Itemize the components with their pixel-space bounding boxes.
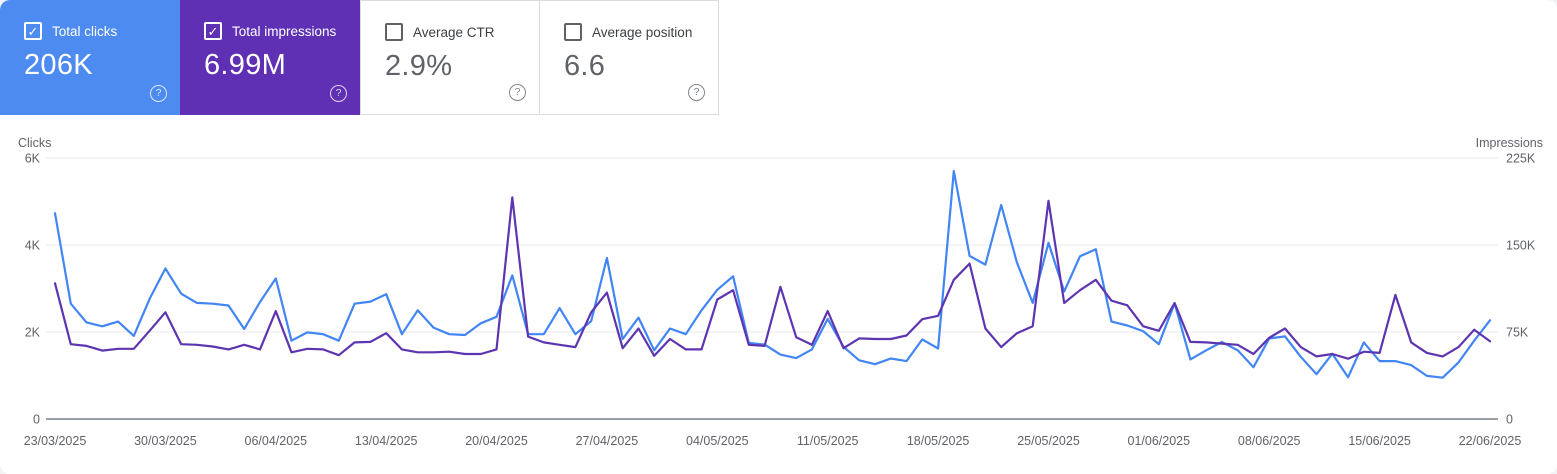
- card-label: Total impressions: [232, 23, 337, 39]
- x-axis-date-label: 04/05/2025: [686, 434, 749, 448]
- checkbox-icon[interactable]: ✓: [204, 22, 222, 40]
- checkbox-icon[interactable]: ✓: [24, 22, 42, 40]
- total-clicks-line: [53, 170, 1492, 379]
- x-axis-date-label: 22/06/2025: [1459, 434, 1522, 448]
- left-axis-tick-label: 2K: [25, 326, 41, 340]
- metric-card-total-impressions[interactable]: ✓ Total impressions 6.99M ?: [180, 0, 360, 115]
- card-label: Total clicks: [52, 23, 118, 39]
- right-axis-tick-label: 150K: [1506, 239, 1536, 253]
- right-axis-tick-label: 225K: [1506, 152, 1536, 166]
- card-header: Average CTR: [385, 23, 539, 41]
- x-axis-date-label: 30/03/2025: [134, 434, 197, 448]
- x-axis-date-label: 08/06/2025: [1238, 434, 1301, 448]
- card-header: ✓ Total clicks: [24, 22, 180, 40]
- metric-card-total-clicks[interactable]: ✓ Total clicks 206K ?: [0, 0, 180, 115]
- help-icon[interactable]: ?: [688, 84, 705, 101]
- x-axis-date-label: 23/03/2025: [24, 434, 87, 448]
- card-value: 206K: [24, 49, 93, 81]
- help-icon[interactable]: ?: [330, 85, 347, 102]
- card-value: 2.9%: [385, 50, 453, 82]
- metric-card-average-position[interactable]: Average position 6.6 ?: [539, 0, 719, 115]
- card-header: ✓ Total impressions: [204, 22, 360, 40]
- card-label: Average position: [592, 24, 693, 40]
- checkbox-icon[interactable]: [564, 23, 582, 41]
- x-axis-date-label: 11/05/2025: [797, 434, 859, 448]
- x-axis-date-label: 20/04/2025: [465, 434, 528, 448]
- checkbox-icon[interactable]: [385, 23, 403, 41]
- help-icon[interactable]: ?: [150, 85, 167, 102]
- card-header: Average position: [564, 23, 718, 41]
- x-axis-date-label: 13/04/2025: [355, 434, 418, 448]
- help-icon[interactable]: ?: [509, 84, 526, 101]
- card-label: Average CTR: [413, 24, 495, 40]
- left-axis-title: Clicks: [18, 136, 51, 150]
- left-axis-tick-label: 0: [33, 413, 40, 427]
- x-axis-date-label: 06/04/2025: [245, 434, 308, 448]
- left-axis-tick-label: 4K: [25, 239, 41, 253]
- metric-card-average-ctr[interactable]: Average CTR 2.9% ?: [360, 0, 540, 115]
- x-axis-date-label: 18/05/2025: [907, 434, 970, 448]
- x-axis-date-label: 27/04/2025: [576, 434, 639, 448]
- x-axis-date-label: 25/05/2025: [1017, 434, 1080, 448]
- card-value: 6.99M: [204, 49, 287, 81]
- right-axis-title: Impressions: [1476, 136, 1543, 150]
- left-axis-tick-label: 6K: [25, 152, 41, 166]
- total-impressions-line: [53, 196, 1492, 360]
- right-axis-tick-label: 0: [1506, 413, 1513, 427]
- metric-cards: ✓ Total clicks 206K ? ✓ Total impression…: [0, 0, 719, 115]
- right-axis-tick-label: 75K: [1506, 326, 1529, 340]
- card-value: 6.6: [564, 50, 606, 82]
- x-axis-date-label: 01/06/2025: [1128, 434, 1191, 448]
- x-axis-date-label: 15/06/2025: [1348, 434, 1411, 448]
